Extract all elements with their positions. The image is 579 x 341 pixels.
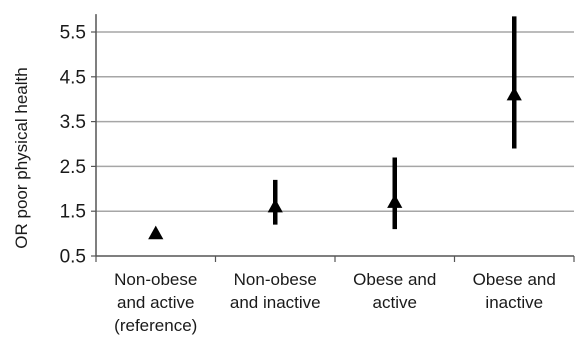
x-category-labels: Non-obese and active (reference) Non-obese a…: [114, 270, 556, 335]
x-category-label: Non-obese: [114, 270, 197, 289]
y-tick-label: 3.5: [60, 112, 86, 133]
x-category-label: and active: [117, 293, 195, 312]
point-marker: [148, 225, 164, 240]
point-marker: [506, 86, 522, 101]
x-category-label: inactive: [485, 293, 543, 312]
y-tick-label: 5.5: [60, 23, 86, 44]
point-markers: [148, 86, 522, 240]
x-category-label: Obese and: [353, 270, 436, 289]
axes: [91, 14, 575, 262]
y-axis-label: OR poor physical health: [12, 67, 31, 248]
y-tick-label: 1.5: [60, 202, 86, 223]
x-category-label: active: [373, 293, 417, 312]
y-tick-label: 4.5: [60, 67, 86, 88]
y-tick-labels: 0.5 1.5 2.5 3.5 4.5 5.5: [60, 23, 86, 268]
x-category-label: and inactive: [230, 293, 321, 312]
x-category-label: Non-obese: [234, 270, 317, 289]
point-marker: [267, 198, 283, 213]
y-tick-label: 0.5: [60, 247, 86, 268]
x-category-label: (reference): [114, 316, 197, 335]
point-marker: [387, 194, 403, 208]
x-category-label: Obese and: [473, 270, 556, 289]
gridlines: [96, 31, 574, 212]
y-tick-label: 2.5: [60, 157, 86, 178]
